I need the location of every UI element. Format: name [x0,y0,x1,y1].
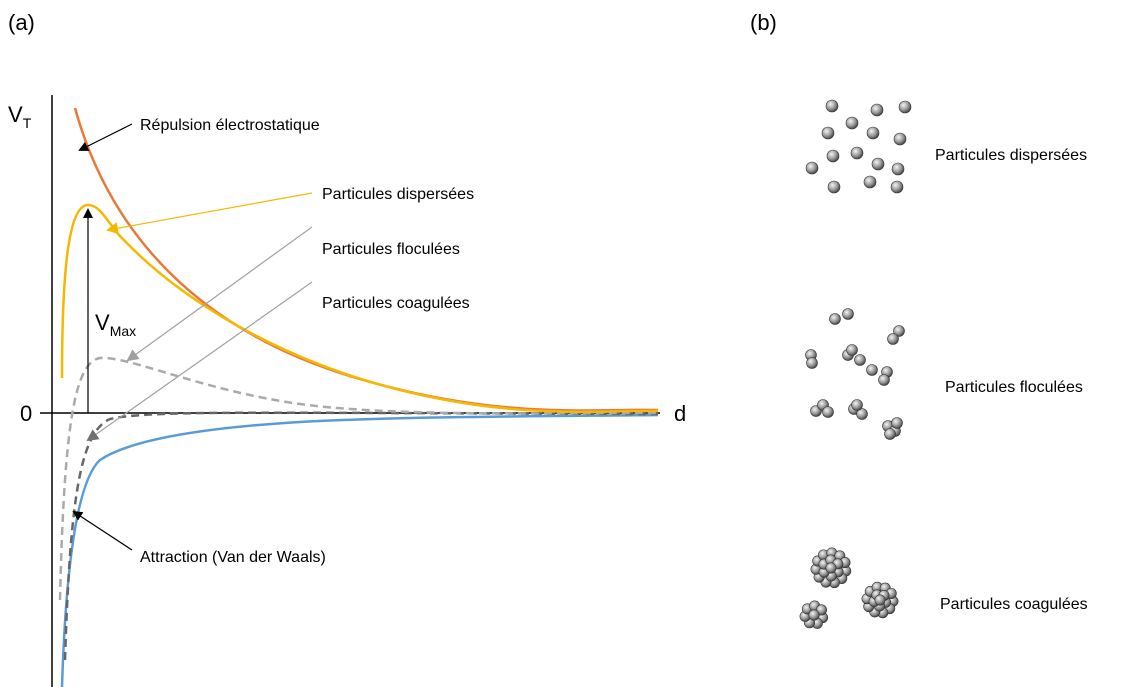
particle [854,354,866,366]
particle [842,308,854,320]
particle [825,99,839,113]
panel-label: (b) [750,10,777,35]
particle [822,406,834,418]
arrow [106,192,313,235]
particle [874,594,886,606]
particle [893,325,905,337]
particle [846,344,858,356]
annotation: Répulsion électrostatique [140,117,320,134]
arrow [78,123,133,151]
coagulated-curve [63,411,659,661]
particle [893,132,907,146]
x-axis-label: d [674,401,686,426]
annotation: Particules dispersées [322,186,474,203]
subscript: Max [110,323,136,339]
dispersed-curve [60,203,659,414]
panel-label: (a) [8,10,35,35]
particle [866,364,878,376]
particle [866,126,880,140]
particle [845,116,859,130]
group-label: Particules floculées [945,379,1083,396]
particle [808,609,820,621]
particle [825,562,837,574]
particle [898,100,912,114]
flocculated-curve [58,356,659,601]
particle [850,146,864,160]
repulsion-curve [73,107,659,412]
symbol: V [95,310,110,335]
arrow [72,510,133,551]
particle [806,357,818,369]
particle [878,374,890,386]
particle [871,157,885,171]
y-axis-label: VT [8,102,32,131]
origin-label: 0 [20,401,32,426]
symbol: V [8,102,23,127]
particle [827,180,841,194]
annotation: Particules floculées [322,241,460,258]
group-label: Particules dispersées [935,147,1087,164]
particle [829,313,841,325]
particle [870,103,884,117]
particle [826,149,840,163]
particle [891,417,903,429]
particle [863,175,877,189]
particle [821,126,835,140]
particle [805,161,819,175]
arrow [86,281,313,442]
annotation: Particules coagulées [322,295,470,312]
attraction-curve [60,413,659,687]
group-label: Particules coagulées [940,596,1088,613]
particle [884,428,896,440]
vmax-label: VMax [95,310,136,339]
subscript: T [23,115,32,131]
particle [851,399,863,411]
particle [891,162,905,176]
particle [887,333,899,345]
particle [856,408,868,420]
particle [890,180,904,194]
arrow [126,226,313,362]
particles [799,99,912,629]
annotation: Attraction (Van der Waals) [140,549,326,566]
